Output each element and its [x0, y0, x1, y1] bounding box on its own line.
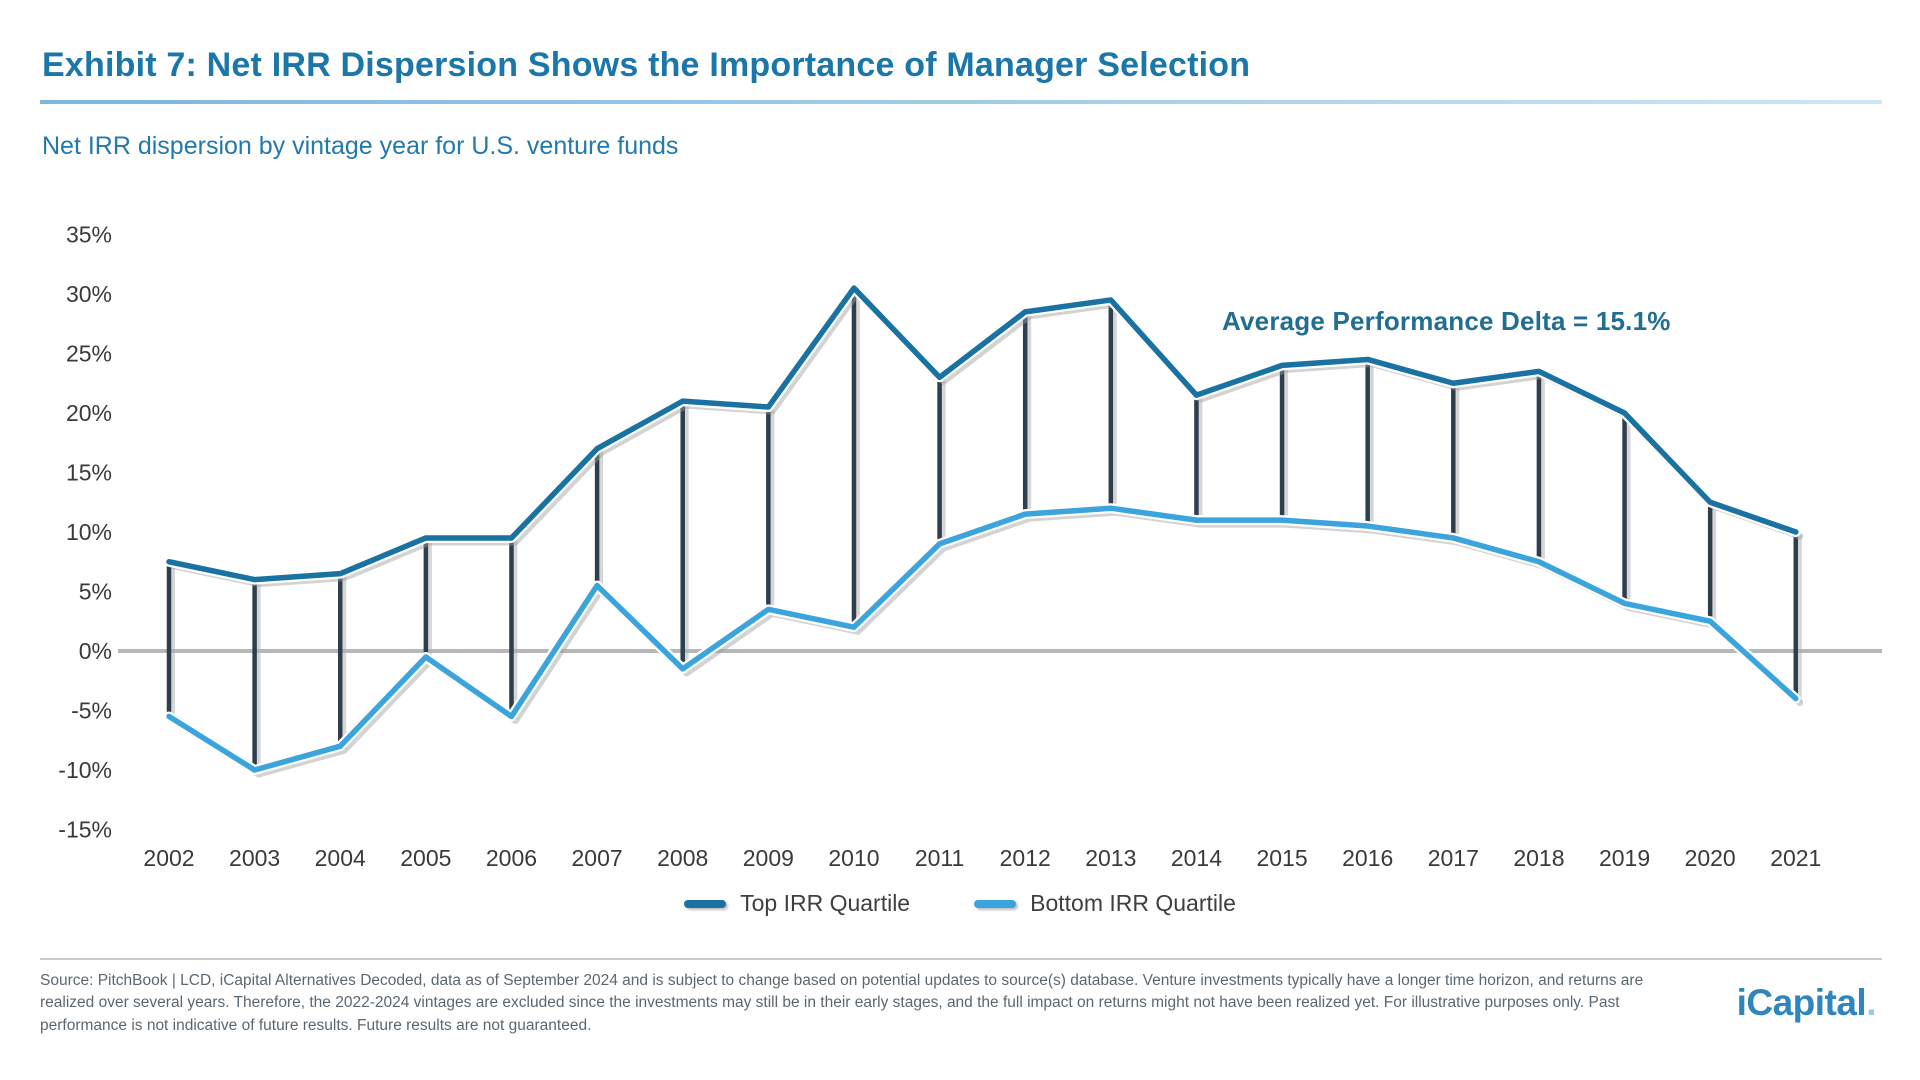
- y-tick-label-5: 5%: [79, 579, 112, 605]
- x-tick-label-2016: 2016: [1342, 845, 1393, 871]
- legend-item-bottom-irr-quartile: Bottom IRR Quartile: [974, 890, 1236, 917]
- x-tick-label-2007: 2007: [572, 845, 623, 871]
- icapital-logo-text: iCapital: [1736, 982, 1867, 1023]
- legend-item-top-irr-quartile: Top IRR Quartile: [684, 890, 910, 917]
- x-tick-label-2004: 2004: [315, 845, 366, 871]
- title-underline: [40, 100, 1882, 104]
- x-tick-label-2010: 2010: [828, 845, 879, 871]
- x-tick-label-2019: 2019: [1599, 845, 1650, 871]
- icapital-logo-mark: .: [1866, 982, 1876, 1023]
- x-tick-label-2020: 2020: [1685, 845, 1736, 871]
- top-irr-quartile-line: [166, 285, 1799, 583]
- legend-swatch: [974, 899, 1017, 908]
- y-tick-label--10: -10%: [58, 757, 112, 783]
- y-tick-label-35: 35%: [66, 222, 112, 248]
- y-tick-label-30: 30%: [66, 281, 112, 307]
- x-tick-label-2014: 2014: [1171, 845, 1222, 871]
- icapital-logo: iCapital.: [1736, 982, 1877, 1024]
- x-tick-label-2006: 2006: [486, 845, 537, 871]
- x-tick-label-2013: 2013: [1085, 845, 1136, 871]
- legend-label: Bottom IRR Quartile: [1030, 890, 1236, 916]
- legend-label: Top IRR Quartile: [740, 890, 911, 916]
- x-tick-label-2015: 2015: [1256, 845, 1307, 871]
- x-tick-label-2002: 2002: [143, 845, 194, 871]
- x-tick-label-2009: 2009: [743, 845, 794, 871]
- y-tick-label-10: 10%: [66, 519, 112, 545]
- chart-legend: Top IRR Quartile Bottom IRR Quartile: [0, 890, 1920, 917]
- x-tick-label-2021: 2021: [1770, 845, 1821, 871]
- y-tick-label--15: -15%: [58, 817, 112, 843]
- bottom-irr-quartile-line-shadow: [169, 508, 1804, 778]
- x-tick-label-2018: 2018: [1513, 845, 1564, 871]
- y-tick-label-15: 15%: [66, 460, 112, 486]
- x-tick-label-2011: 2011: [915, 845, 964, 871]
- y-tick-label-20: 20%: [66, 400, 112, 426]
- x-tick-label-2005: 2005: [400, 845, 451, 871]
- bottom-irr-quartile-line: [166, 505, 1799, 773]
- x-tick-label-2003: 2003: [229, 845, 280, 871]
- footer: Source: PitchBook | LCD, iCapital Altern…: [40, 958, 1882, 1037]
- x-tick-label-2012: 2012: [1000, 845, 1051, 871]
- page-title: Exhibit 7: Net IRR Dispersion Shows the …: [42, 46, 1251, 84]
- y-tick-label--5: -5%: [71, 698, 112, 724]
- y-tick-label-25: 25%: [66, 341, 112, 367]
- y-tick-label-0: 0%: [79, 638, 112, 664]
- chart-subtitle: Net IRR dispersion by vintage year for U…: [42, 132, 679, 160]
- x-tick-label-2008: 2008: [657, 845, 708, 871]
- legend-swatch: [684, 899, 727, 908]
- source-disclaimer-text: Source: PitchBook | LCD, iCapital Altern…: [40, 972, 1644, 1034]
- average-delta-annotation: Average Performance Delta = 15.1%: [1222, 306, 1671, 336]
- x-tick-label-2017: 2017: [1428, 845, 1479, 871]
